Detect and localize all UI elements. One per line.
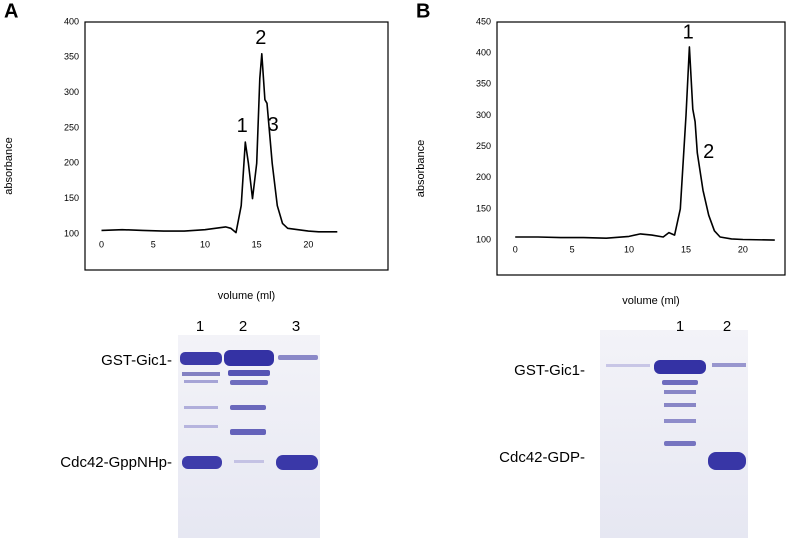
band-label: Cdc42-GppNHp-: [60, 454, 172, 471]
peak-label: 1: [237, 115, 248, 137]
y-tick-label: 400: [64, 16, 79, 26]
band-label: GST-Gic1-: [514, 362, 585, 379]
band-label: GST-Gic1-: [101, 352, 172, 369]
y-tick-label: 150: [476, 203, 491, 213]
lane-number: 1: [676, 318, 684, 335]
band-label: Cdc42-GDP-: [499, 449, 585, 466]
peak-label: 2: [703, 141, 714, 163]
y-tick-label: 450: [476, 16, 491, 26]
lane-number: 1: [196, 318, 204, 335]
x-tick-label: 10: [624, 244, 634, 254]
chromatogram-line: [515, 46, 775, 241]
x-tick-label: 15: [681, 244, 691, 254]
y-tick-label: 250: [476, 141, 491, 151]
y-tick-label: 300: [64, 87, 79, 97]
y-tick-label: 150: [64, 193, 79, 203]
x-tick-label: 5: [570, 244, 575, 254]
x-tick-label: 15: [252, 239, 262, 249]
panel-label: A: [4, 0, 18, 22]
y-tick-label: 200: [64, 158, 79, 168]
y-axis-label: absorbance: [415, 140, 427, 198]
plot-frame: [84, 21, 389, 271]
lane-number: 2: [723, 318, 731, 335]
x-tick-label: 5: [151, 239, 156, 249]
x-axis-label: volume (ml): [622, 295, 679, 307]
gel-image: [600, 330, 748, 538]
y-tick-label: 100: [64, 228, 79, 238]
y-tick-label: 350: [476, 79, 491, 89]
panel-label: B: [416, 0, 430, 22]
x-tick-label: 10: [200, 239, 210, 249]
y-tick-label: 200: [476, 172, 491, 182]
y-tick-label: 250: [64, 122, 79, 132]
x-tick-label: 0: [99, 239, 104, 249]
peak-label: 2: [255, 27, 266, 49]
plot-frame: [496, 21, 786, 276]
x-tick-label: 20: [738, 244, 748, 254]
y-tick-label: 100: [476, 234, 491, 244]
y-tick-label: 350: [64, 52, 79, 62]
y-tick-label: 300: [476, 110, 491, 120]
y-axis-label: absorbance: [3, 137, 15, 195]
chromatogram-line: [101, 53, 338, 234]
peak-label: 3: [268, 114, 279, 136]
lane-number: 3: [292, 318, 300, 335]
x-tick-label: 20: [303, 239, 313, 249]
x-axis-label: volume (ml): [218, 290, 275, 302]
lane-number: 2: [239, 318, 247, 335]
gel-image: [178, 335, 320, 538]
x-tick-label: 0: [513, 244, 518, 254]
y-tick-label: 400: [476, 48, 491, 58]
peak-label: 1: [683, 21, 694, 43]
